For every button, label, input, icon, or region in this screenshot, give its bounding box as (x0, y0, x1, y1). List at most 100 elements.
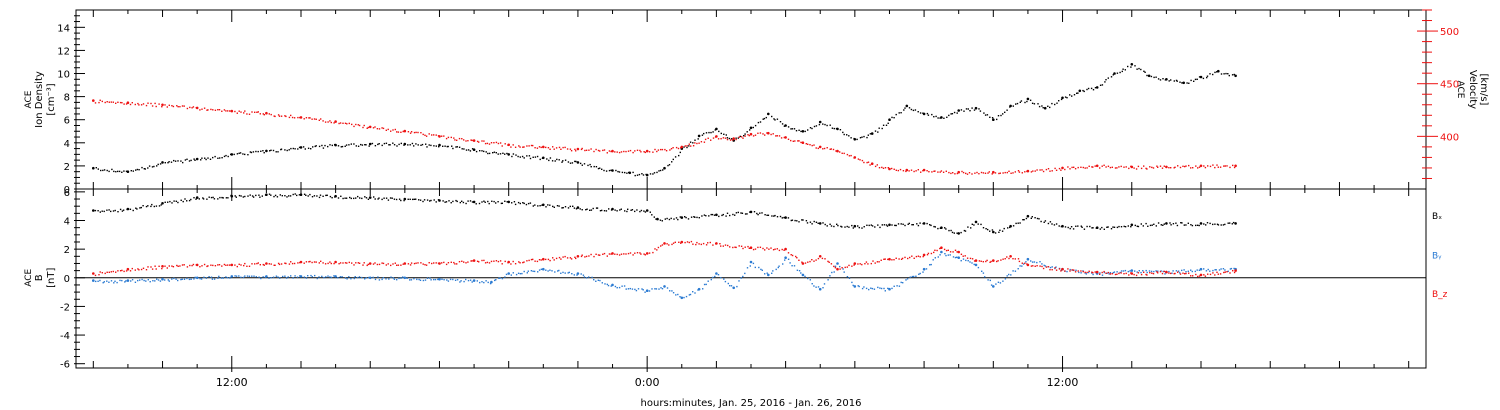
velocity-sample (829, 148, 831, 150)
bx-sample (106, 209, 108, 211)
velocity-sample (917, 169, 919, 171)
density-sample (558, 159, 560, 161)
velocity-sample (848, 155, 851, 157)
velocity-sample (656, 150, 658, 153)
density-point (1095, 86, 1099, 89)
bz-sample (1152, 273, 1155, 275)
bz-sample (514, 263, 517, 265)
bz-sample (962, 255, 964, 257)
by-sample (1002, 280, 1004, 282)
bx-sample (970, 227, 972, 229)
bz-sample (333, 262, 335, 265)
by-sample (325, 276, 327, 278)
by-sample (1168, 270, 1170, 273)
bx-sample (1003, 227, 1005, 230)
bx-sample (1191, 224, 1194, 227)
density-sample (723, 133, 725, 135)
velocity-point (472, 139, 476, 142)
by-sample (341, 276, 343, 278)
by-sample (248, 275, 251, 277)
bz-sample (560, 258, 562, 260)
density-sample (1196, 78, 1198, 80)
velocity-sample (138, 104, 140, 106)
bz-sample (134, 269, 136, 271)
bx-sample (147, 205, 149, 207)
density-sample (143, 168, 145, 170)
bz-point (836, 267, 839, 271)
bz-sample (614, 253, 616, 255)
density-sample (688, 145, 690, 147)
bz-sample (342, 262, 344, 264)
density-point (126, 170, 130, 173)
bx-sample (1176, 224, 1179, 227)
by-sample (1039, 261, 1041, 263)
bz-sample (1161, 272, 1164, 275)
bz-sample (841, 267, 843, 269)
density-sample (674, 156, 677, 158)
velocity-sample (1060, 169, 1062, 171)
velocity-sample (710, 139, 712, 141)
by-sample (106, 280, 108, 282)
bz-sample (504, 260, 506, 263)
by-sample (618, 286, 621, 289)
density-sample (252, 151, 255, 153)
bx-sample (616, 210, 618, 212)
density-sample (214, 155, 216, 158)
bx-sample (846, 225, 848, 228)
bx-sample (651, 214, 653, 216)
bx-sample (1172, 223, 1175, 225)
velocity-sample (409, 132, 412, 134)
bz-sample (960, 253, 963, 255)
by-sample (1055, 266, 1057, 268)
velocity-sample (540, 146, 542, 149)
density-sample (1124, 69, 1126, 71)
by-sample (1049, 266, 1052, 269)
velocity-sample (522, 146, 524, 148)
by-sample (554, 271, 556, 273)
by-sample (697, 289, 699, 291)
velocity-sample (954, 173, 956, 175)
bx-sample (1130, 226, 1132, 228)
by-sample (1157, 270, 1159, 272)
velocity-sample (629, 149, 632, 152)
density-sample (926, 112, 929, 115)
bx-sample (907, 223, 909, 225)
by-sample (1212, 269, 1214, 272)
velocity-sample (770, 133, 772, 136)
bz-sample (348, 261, 350, 264)
bx-sample (184, 198, 186, 200)
bx-sample (1118, 225, 1120, 228)
density-sample (771, 115, 773, 118)
bx-sample (713, 214, 716, 216)
by-point (853, 285, 857, 288)
by-sample (365, 277, 367, 279)
bx-sample (757, 213, 759, 216)
by-sample (648, 290, 651, 292)
bx-sample (894, 224, 896, 227)
bz-sample (949, 251, 952, 253)
bx-sample (532, 205, 534, 207)
density-sample (1162, 78, 1164, 80)
bx-sample (418, 199, 420, 201)
density-sample (442, 145, 444, 147)
density-sample (173, 159, 175, 162)
density-sample (200, 159, 202, 161)
bz-point (818, 254, 822, 258)
velocity-sample (616, 151, 618, 153)
bx-sample (735, 212, 738, 214)
by-sample (533, 270, 536, 273)
bx-sample (452, 200, 454, 203)
bz-sample (456, 263, 458, 265)
density-sample (811, 127, 813, 130)
bx-point (818, 222, 822, 225)
by-sample (775, 268, 777, 271)
velocity-sample (1203, 165, 1205, 167)
by-sample (168, 280, 170, 282)
bz-sample (848, 264, 850, 267)
by-sample (580, 273, 582, 275)
velocity-sample (123, 103, 125, 105)
b-tick-label: 6 (64, 188, 70, 199)
bz-sample (1214, 274, 1216, 276)
bz-sample (640, 253, 642, 255)
velocity-sample (248, 113, 251, 115)
